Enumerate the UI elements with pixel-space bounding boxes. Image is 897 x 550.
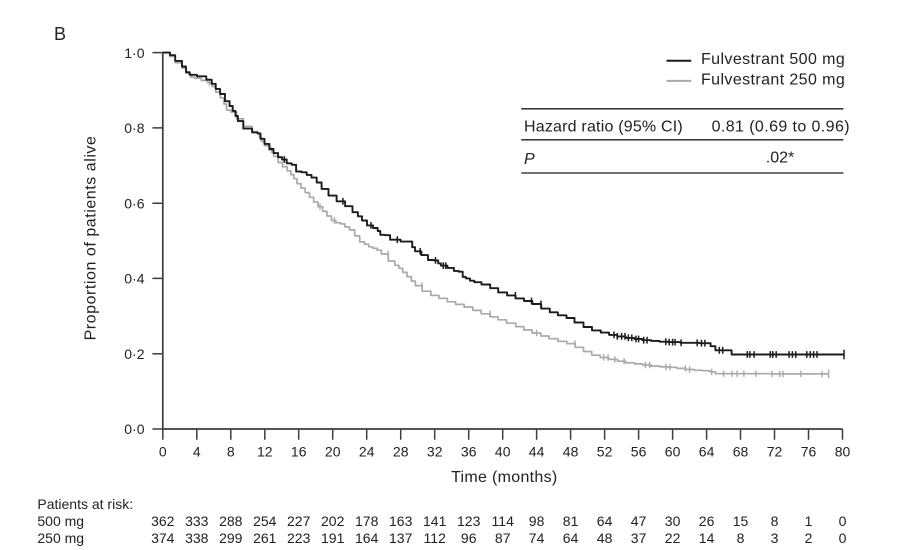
svg-text:32: 32 (427, 443, 443, 459)
svg-text:114: 114 (492, 513, 515, 529)
svg-text:2: 2 (805, 530, 813, 546)
svg-text:1·0: 1·0 (124, 45, 144, 61)
svg-text:288: 288 (219, 513, 243, 529)
svg-text:.02*: .02* (766, 149, 794, 166)
svg-text:0·8: 0·8 (124, 120, 144, 136)
svg-text:Patients at risk:: Patients at risk: (37, 496, 133, 512)
svg-text:87: 87 (495, 530, 511, 546)
svg-text:76: 76 (801, 443, 817, 459)
svg-text:80: 80 (835, 443, 851, 459)
svg-text:Fulvestrant 250 mg: Fulvestrant 250 mg (701, 71, 845, 88)
svg-text:223: 223 (287, 530, 311, 546)
svg-text:123: 123 (457, 513, 481, 529)
svg-text:1: 1 (805, 513, 813, 529)
svg-text:30: 30 (665, 513, 681, 529)
svg-text:20: 20 (325, 443, 341, 459)
svg-text:Time (months): Time (months) (451, 469, 557, 486)
svg-text:P: P (524, 151, 535, 168)
svg-text:22: 22 (665, 530, 681, 546)
svg-text:112: 112 (424, 530, 447, 546)
svg-text:261: 261 (253, 530, 277, 546)
svg-text:0·4: 0·4 (124, 271, 144, 287)
svg-text:164: 164 (355, 530, 379, 546)
svg-text:0·2: 0·2 (124, 346, 144, 362)
svg-text:8: 8 (771, 513, 779, 529)
svg-text:40: 40 (495, 443, 511, 459)
svg-text:26: 26 (699, 513, 715, 529)
svg-text:24: 24 (359, 443, 375, 459)
svg-text:15: 15 (733, 513, 749, 529)
svg-text:74: 74 (529, 530, 545, 546)
svg-text:137: 137 (389, 530, 413, 546)
svg-text:52: 52 (597, 443, 613, 459)
svg-text:500 mg: 500 mg (37, 513, 84, 529)
svg-text:163: 163 (389, 513, 413, 529)
svg-text:72: 72 (767, 443, 783, 459)
svg-text:B: B (54, 24, 66, 44)
svg-text:178: 178 (355, 513, 379, 529)
svg-text:56: 56 (631, 443, 647, 459)
svg-text:254: 254 (253, 513, 277, 529)
svg-text:338: 338 (185, 530, 209, 546)
svg-text:202: 202 (321, 513, 345, 529)
svg-text:98: 98 (529, 513, 545, 529)
svg-text:4: 4 (193, 443, 201, 459)
svg-text:37: 37 (631, 530, 647, 546)
svg-text:44: 44 (529, 443, 545, 459)
svg-text:64: 64 (563, 530, 579, 546)
svg-text:Proportion of patients alive: Proportion of patients alive (83, 136, 100, 341)
svg-text:47: 47 (631, 513, 647, 529)
svg-text:8: 8 (737, 530, 745, 546)
svg-text:12: 12 (257, 443, 273, 459)
svg-text:64: 64 (699, 443, 715, 459)
svg-text:3: 3 (771, 530, 779, 546)
svg-text:250 mg: 250 mg (37, 530, 84, 546)
svg-text:0·0: 0·0 (124, 421, 144, 437)
svg-text:36: 36 (461, 443, 477, 459)
svg-text:16: 16 (291, 443, 307, 459)
svg-text:0: 0 (159, 443, 167, 459)
svg-text:81: 81 (563, 513, 579, 529)
svg-text:362: 362 (151, 513, 175, 529)
svg-text:0: 0 (839, 513, 847, 529)
svg-text:333: 333 (185, 513, 209, 529)
svg-text:0·6: 0·6 (124, 195, 144, 211)
svg-text:191: 191 (321, 530, 345, 546)
svg-text:Hazard ratio (95% CI): Hazard ratio (95% CI) (524, 118, 683, 135)
svg-text:48: 48 (563, 443, 579, 459)
svg-text:14: 14 (699, 530, 715, 546)
svg-text:60: 60 (665, 443, 681, 459)
svg-text:68: 68 (733, 443, 749, 459)
svg-text:Fulvestrant 500 mg: Fulvestrant 500 mg (701, 51, 845, 68)
svg-text:28: 28 (393, 443, 409, 459)
svg-text:48: 48 (597, 530, 613, 546)
svg-text:0: 0 (839, 530, 847, 546)
svg-text:299: 299 (219, 530, 243, 546)
svg-text:141: 141 (423, 513, 447, 529)
svg-text:96: 96 (461, 530, 477, 546)
svg-text:8: 8 (227, 443, 235, 459)
svg-text:227: 227 (287, 513, 311, 529)
svg-text:0.81 (0.69 to 0.96): 0.81 (0.69 to 0.96) (712, 118, 850, 135)
svg-text:374: 374 (151, 530, 175, 546)
svg-text:64: 64 (597, 513, 613, 529)
